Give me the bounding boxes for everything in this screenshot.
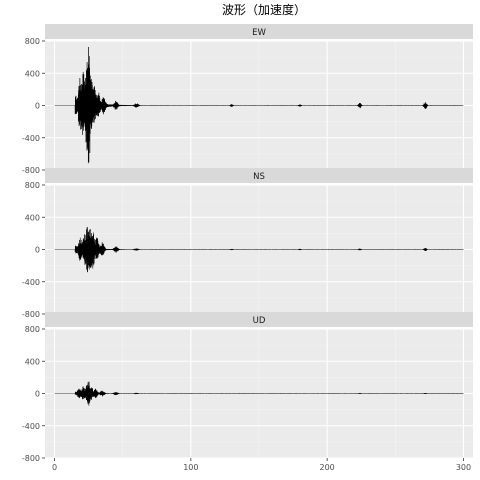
facet-strip: [45, 24, 473, 39]
facet-strip: [45, 168, 473, 183]
x-tick-label: 300: [456, 463, 471, 472]
waveform-line-ud: [54, 381, 464, 406]
waveform-line-ns: [54, 227, 464, 273]
chart-title: 波形（加速度）: [222, 2, 306, 17]
y-tick-label: 800: [25, 181, 40, 190]
x-tick-label: 200: [320, 463, 335, 472]
y-tick-label: -400: [22, 422, 40, 431]
y-tick-label: 800: [25, 37, 40, 46]
x-tick-label: 0: [52, 463, 57, 472]
y-tick-label: -800: [22, 454, 40, 463]
y-tick-label: 400: [25, 357, 40, 366]
y-tick-label: -400: [22, 134, 40, 143]
y-tick-label: 0: [35, 246, 40, 255]
x-tick-label: 100: [183, 463, 198, 472]
y-tick-label: 0: [35, 102, 40, 111]
y-tick-label: 400: [25, 69, 40, 78]
facet-strip: [45, 312, 473, 327]
facet-panel-ns: NS -800 -400 0 400 800: [22, 168, 473, 319]
facet-panel-ew: EW -800 -400 0 400 800: [22, 24, 473, 175]
facet-panels: EW -800 -400 0 400 800 NS -800 -400 0 400 800 UD -800…: [22, 24, 473, 463]
y-tick-label: 0: [35, 390, 40, 399]
x-axis: 0 100 200 300: [52, 458, 471, 472]
facet-strip-label: UD: [253, 316, 266, 326]
facet-strip-label: EW: [252, 28, 266, 38]
y-tick-label: 800: [25, 325, 40, 334]
y-tick-label: -800: [22, 310, 40, 319]
facet-strip-label: NS: [253, 172, 265, 182]
y-tick-label: -400: [22, 278, 40, 287]
y-tick-label: 400: [25, 213, 40, 222]
waveform-line-ew: [54, 46, 464, 164]
facet-panel-ud: UD -800 -400 0 400 800: [22, 312, 473, 463]
y-tick-label: -800: [22, 166, 40, 175]
